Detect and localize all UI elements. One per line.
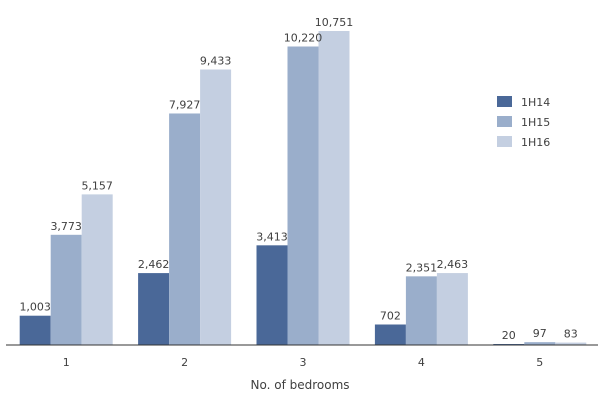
value-labels-group: 1,003 3,773 5,157 2,462 7,927 9,433 3,413 10,22…: [19, 16, 577, 342]
data-label-1H14-1: 1,003: [19, 301, 51, 314]
bar-1H16-1: [81, 194, 113, 345]
x-tick-label-2: 2: [181, 356, 188, 369]
x-tick-labels-group: 1 2 3 4 5: [63, 356, 544, 369]
bar-1H15-2: [169, 113, 201, 345]
bar-1H16-5: [555, 342, 587, 345]
bar-1H15-5: [524, 342, 556, 345]
bar-1H14-4: [374, 324, 406, 345]
legend-swatch-1H14: [497, 96, 512, 107]
bar-1H16-3: [318, 31, 350, 345]
legend-swatch-1H15: [497, 116, 512, 127]
data-label-1H15-2: 7,927: [169, 98, 201, 111]
legend-swatch-1H16: [497, 136, 512, 147]
bar-1H14-2: [138, 273, 170, 345]
data-label-1H14-2: 2,462: [138, 258, 170, 271]
legend-label-1H16: 1H16: [521, 136, 550, 149]
bar-1H16-4: [436, 273, 468, 345]
data-label-1H16-3: 10,751: [315, 16, 354, 29]
bar-1H15-1: [50, 234, 82, 345]
x-tick-label-5: 5: [536, 356, 543, 369]
legend-label-1H15: 1H15: [521, 116, 550, 129]
legend-label-1H14: 1H14: [521, 96, 550, 109]
data-label-1H15-4: 2,351: [406, 261, 438, 274]
data-label-1H15-5: 97: [533, 327, 547, 340]
data-label-1H14-3: 3,413: [256, 230, 288, 243]
data-label-1H16-2: 9,433: [200, 54, 232, 67]
x-axis-label: No. of bedrooms: [250, 378, 349, 392]
data-label-1H15-3: 10,220: [284, 32, 323, 45]
bar-1H16-2: [200, 69, 232, 346]
data-label-1H16-5: 83: [564, 328, 578, 341]
data-label-1H15-1: 3,773: [50, 220, 82, 233]
bar-1H14-1: [19, 315, 51, 345]
data-label-1H16-4: 2,463: [437, 258, 469, 271]
x-tick-label-4: 4: [418, 356, 425, 369]
data-label-1H14-4: 702: [380, 309, 401, 322]
bar-1H15-3: [287, 46, 319, 345]
bar-1H14-3: [256, 245, 288, 345]
x-tick-label-1: 1: [63, 356, 70, 369]
legend: 1H14 1H15 1H16: [497, 96, 550, 149]
data-label-1H16-1: 5,157: [81, 179, 113, 192]
data-label-1H14-5: 20: [502, 329, 516, 342]
bar-1H15-4: [405, 276, 437, 345]
x-tick-label-3: 3: [300, 356, 307, 369]
bars-group: [19, 31, 587, 346]
